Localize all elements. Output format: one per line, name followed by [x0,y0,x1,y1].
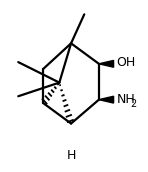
Text: OH: OH [116,56,136,69]
Polygon shape [99,96,114,103]
Polygon shape [99,60,114,67]
Text: NH: NH [116,93,135,106]
Text: 2: 2 [130,99,137,109]
Text: H: H [66,149,76,162]
